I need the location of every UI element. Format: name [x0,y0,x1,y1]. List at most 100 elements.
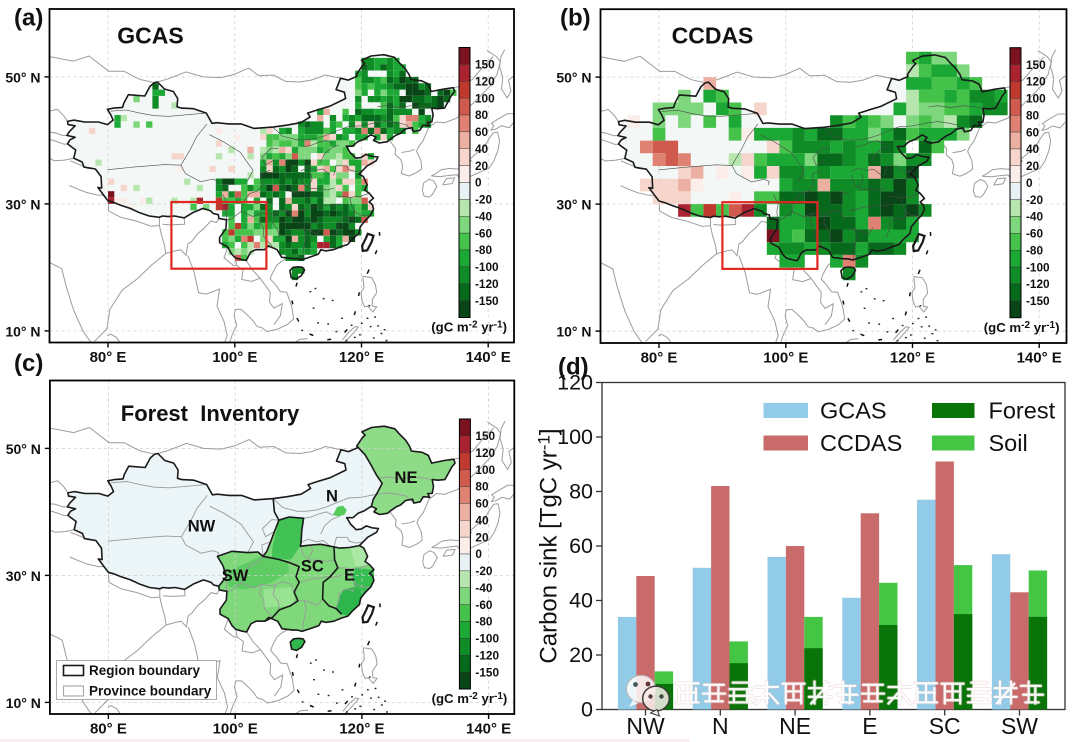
svg-text:20: 20 [569,643,593,667]
svg-text:-40: -40 [475,581,492,595]
svg-text:Forest: Forest [989,398,1056,424]
svg-text:80: 80 [475,480,489,494]
svg-text:SW: SW [1001,713,1038,739]
svg-text:100: 100 [475,463,495,477]
svg-text:-100: -100 [475,632,499,646]
svg-text:-20: -20 [1026,193,1043,207]
svg-text:100° E: 100° E [212,349,257,366]
svg-text:120: 120 [475,75,495,89]
svg-text:100: 100 [1026,92,1046,106]
svg-text:150: 150 [475,58,495,72]
svg-text:NW: NW [188,518,216,536]
svg-text:-100: -100 [475,260,499,274]
svg-text:-60: -60 [475,598,492,612]
svg-text:120: 120 [1026,75,1046,89]
svg-text:Province boundary: Province boundary [89,684,212,699]
svg-text:20: 20 [475,530,489,544]
svg-text:(gC m-2 yr-1): (gC m-2 yr-1) [431,320,507,335]
svg-text:10° N: 10° N [6,695,41,711]
svg-text:120: 120 [475,446,495,460]
svg-text:-100: -100 [1026,260,1050,274]
svg-text:100° E: 100° E [213,721,258,738]
svg-text:(b): (b) [560,5,591,32]
svg-text:100: 100 [475,91,495,105]
svg-text:(a): (a) [14,5,43,32]
svg-text:60: 60 [1026,125,1040,139]
svg-text:100° E: 100° E [763,350,808,367]
svg-text:-40: -40 [475,209,492,223]
svg-text:CCDAS: CCDAS [820,430,902,456]
svg-text:CCDAS: CCDAS [672,23,754,49]
svg-text:GCAS: GCAS [820,398,887,424]
svg-text:30° N: 30° N [6,568,41,584]
svg-text:-120: -120 [475,277,499,291]
svg-text:-150: -150 [475,665,499,679]
svg-text:E: E [344,567,355,585]
svg-text:80: 80 [475,108,489,122]
svg-text:150: 150 [475,429,495,443]
svg-text:(d): (d) [558,354,589,381]
svg-text:-20: -20 [475,193,492,207]
svg-text:80: 80 [569,480,593,504]
svg-text:120: 120 [557,371,593,395]
svg-text:Carbon sink [TgC yr-1]: Carbon sink [TgC yr-1] [535,428,563,663]
svg-text:SC: SC [301,558,324,576]
svg-text:-20: -20 [475,564,492,578]
svg-text:80° E: 80° E [90,349,127,366]
svg-text:20: 20 [475,159,489,173]
svg-text:-80: -80 [475,615,492,629]
svg-text:40: 40 [569,589,593,613]
svg-text:80° E: 80° E [90,721,127,738]
svg-text:40: 40 [475,514,489,528]
svg-text:0: 0 [581,698,593,722]
svg-text:140° E: 140° E [466,349,511,366]
svg-text:-40: -40 [1026,210,1043,224]
svg-text:80° E: 80° E [641,350,678,367]
svg-text:-80: -80 [1026,243,1043,257]
svg-text:Forest Inventory: Forest Inventory [121,401,300,426]
svg-text:80: 80 [1026,108,1040,122]
svg-text:60: 60 [569,534,593,558]
svg-text:E: E [862,713,877,739]
svg-text:50° N: 50° N [556,70,591,86]
svg-text:150: 150 [1026,58,1046,72]
svg-text:-80: -80 [475,243,492,257]
svg-text:0: 0 [475,547,482,561]
svg-text:-120: -120 [1026,277,1050,291]
svg-text:SW: SW [222,567,249,585]
svg-text:-120: -120 [475,649,499,663]
svg-text:40: 40 [475,142,489,156]
svg-text:Region boundary: Region boundary [89,663,200,678]
svg-text:140° E: 140° E [466,721,511,738]
svg-text:NW: NW [626,713,665,739]
svg-text:10° N: 10° N [556,324,591,340]
svg-text:50° N: 50° N [6,441,41,457]
svg-text:Soil: Soil [989,430,1028,456]
svg-text:40: 40 [1026,142,1040,156]
svg-text:N: N [712,713,729,739]
svg-text:10° N: 10° N [5,323,40,339]
svg-text:60: 60 [475,497,489,511]
svg-text:50° N: 50° N [5,69,40,85]
svg-text:100: 100 [557,425,593,449]
svg-text:NE: NE [779,713,811,739]
svg-text:GCAS: GCAS [117,23,183,49]
svg-text:(gC m-2 yr-1): (gC m-2 yr-1) [984,320,1060,335]
svg-text:N: N [326,488,338,506]
svg-text:20: 20 [1026,159,1040,173]
svg-text:0: 0 [1026,176,1033,190]
svg-text:140° E: 140° E [1017,350,1062,367]
svg-text:0: 0 [475,176,482,190]
svg-text:-150: -150 [475,294,499,308]
svg-text:-150: -150 [1026,294,1050,308]
svg-text:(c): (c) [14,350,43,377]
svg-text:120° E: 120° E [339,721,384,738]
svg-text:SC: SC [929,713,961,739]
svg-text:30° N: 30° N [5,196,40,212]
svg-text:30° N: 30° N [556,197,591,213]
svg-text:(gC m-2 yr-1): (gC m-2 yr-1) [432,691,508,706]
svg-text:NE: NE [395,469,418,487]
svg-text:-60: -60 [1026,227,1043,241]
svg-text:-60: -60 [475,226,492,240]
svg-text:60: 60 [475,125,489,139]
